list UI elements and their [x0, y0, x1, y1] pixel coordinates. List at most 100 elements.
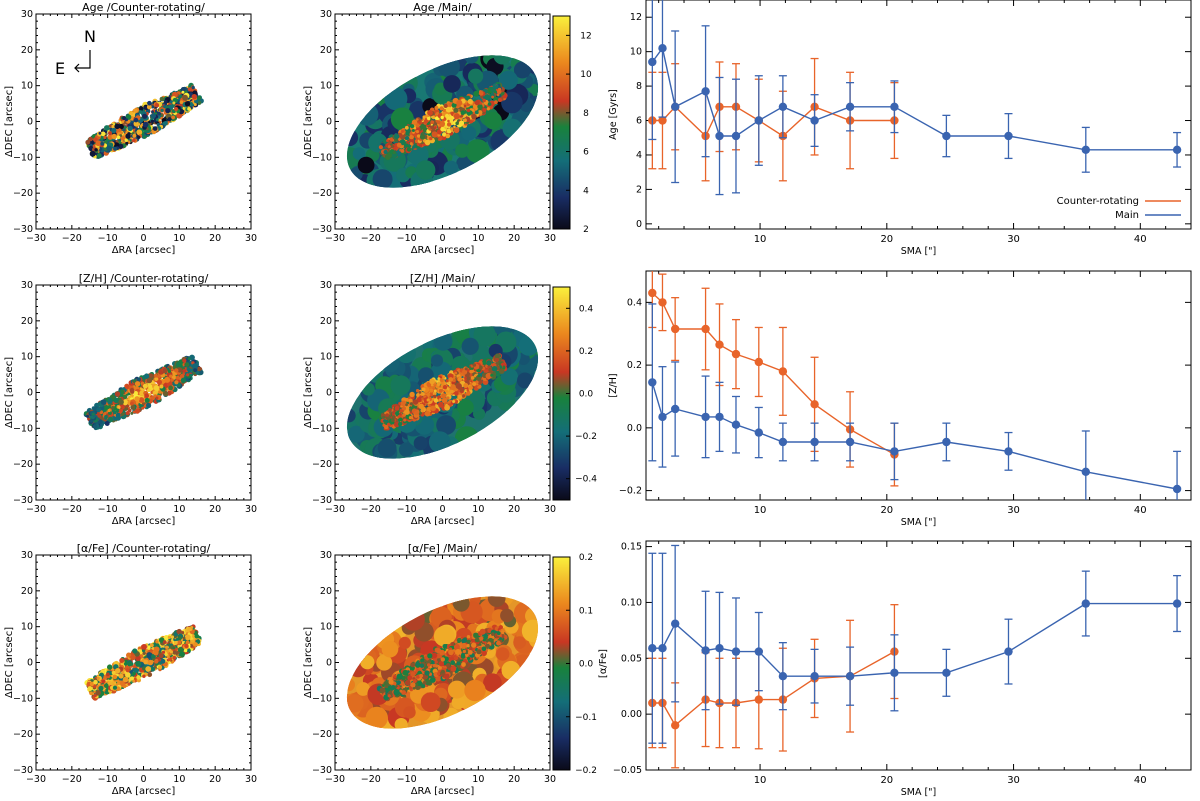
main-bin: [513, 61, 531, 79]
counter-bin: [176, 112, 183, 119]
main-bin: [442, 375, 446, 379]
main-bin: [498, 368, 505, 374]
counter-bin: [106, 145, 112, 151]
counter-bin: [108, 131, 112, 136]
main-bin: [387, 145, 391, 149]
counter-bin: [122, 399, 129, 406]
main-bin: [453, 107, 459, 113]
main-bin: [429, 391, 435, 397]
main-bin: [431, 115, 435, 120]
data-point: [731, 420, 741, 429]
x-tick-label: −20: [62, 504, 82, 515]
counter-bin: [180, 87, 186, 92]
colorbar-panel: 2 4 6 8 10 12: [552, 15, 592, 235]
main-bin: [427, 116, 431, 121]
y-tick-label: 30: [21, 9, 33, 20]
profile-frame: [645, 0, 1192, 230]
counter-bin: [187, 107, 192, 111]
main-bin: [472, 382, 477, 386]
main-bin: [409, 402, 413, 406]
main-bin: [361, 382, 375, 396]
counter-bin: [193, 103, 197, 107]
main-bin: [414, 139, 419, 143]
counter-bin: [162, 368, 168, 374]
main-bin: [448, 377, 454, 382]
x-tick-label: −20: [361, 504, 381, 515]
counter-bin: [104, 140, 108, 144]
main-bin: [469, 369, 474, 374]
main-bin: [418, 403, 424, 409]
main-map-bins: [337, 46, 549, 194]
main-bin: [430, 361, 453, 384]
y-tick-label: 10: [630, 47, 642, 58]
main-bin: [517, 372, 533, 389]
data-point: [731, 349, 741, 359]
main-bin: [347, 425, 365, 443]
x-tick-label: 10: [173, 233, 185, 244]
main-bin: [419, 143, 423, 148]
main-bin: [473, 323, 496, 347]
main-bin: [499, 357, 502, 361]
series-line: [651, 46, 1178, 151]
counter-bin: [152, 390, 158, 396]
y-tick-label: 6: [636, 116, 642, 127]
main-bin: [392, 150, 396, 155]
data-point: [648, 57, 657, 67]
main-bin: [439, 378, 444, 383]
counter-bin: [133, 121, 139, 127]
main-bin: [461, 337, 479, 355]
map-title: Age /Main/: [413, 1, 472, 14]
map-title: [Z/H] /Main/: [410, 272, 476, 285]
counter-bin: [168, 385, 174, 391]
data-point: [754, 116, 763, 125]
counter-bin: [172, 91, 178, 98]
main-bin: [445, 113, 450, 118]
main-bin: [411, 129, 415, 132]
main-map-panel: Age /Main/ −30−30 −20 −20 −10 −10 0 0 10 10 20 20 30…: [303, 1, 556, 256]
main-bin: [404, 143, 409, 148]
main-bin: [500, 368, 518, 386]
counter-bin: [120, 135, 126, 141]
main-bin: [484, 94, 491, 101]
counter-bin: [142, 135, 147, 139]
main-bin: [445, 133, 451, 139]
counter-bin: [90, 419, 94, 423]
series-main: [648, 303, 1182, 500]
x-tick-label: 20: [880, 505, 893, 516]
main-bin: [410, 124, 415, 129]
y-tick-label: −20: [13, 459, 33, 470]
main-bin: [498, 70, 518, 90]
counter-bin: [96, 153, 102, 158]
main-bin: [409, 142, 413, 146]
main-bin: [455, 121, 460, 126]
data-point: [754, 428, 763, 437]
series-counter-rotating: [648, 271, 899, 487]
main-bin: [464, 49, 479, 64]
counter-bin: [197, 367, 202, 372]
counter-bin: [159, 96, 165, 102]
data-point: [658, 44, 667, 53]
main-bin: [429, 388, 434, 393]
counter-bin: [133, 117, 139, 123]
main-bin: [457, 376, 463, 382]
main-bin: [462, 118, 467, 123]
data-point: [845, 102, 855, 112]
counter-bin: [148, 373, 154, 378]
counter-bin: [130, 411, 134, 415]
counter-bin: [193, 368, 198, 373]
x-tick-label: 10: [472, 233, 484, 244]
data-point: [715, 131, 724, 141]
counter-bin: [89, 150, 96, 157]
main-bin: [494, 85, 499, 89]
counter-rotating-map-panel: [Z/H] /Counter-rotating/ −30−30 −20 −20 −10 −…: [4, 272, 257, 527]
main-bin: [421, 387, 426, 392]
data-point: [658, 412, 667, 422]
counter-bin: [132, 138, 136, 143]
y-tick-label: −30: [312, 495, 332, 506]
main-bin: [494, 100, 498, 105]
main-bin: [416, 393, 420, 397]
data-point: [671, 404, 680, 414]
counter-bin: [104, 421, 110, 426]
x-tick-label: −30: [325, 233, 345, 244]
main-bin: [413, 436, 428, 451]
